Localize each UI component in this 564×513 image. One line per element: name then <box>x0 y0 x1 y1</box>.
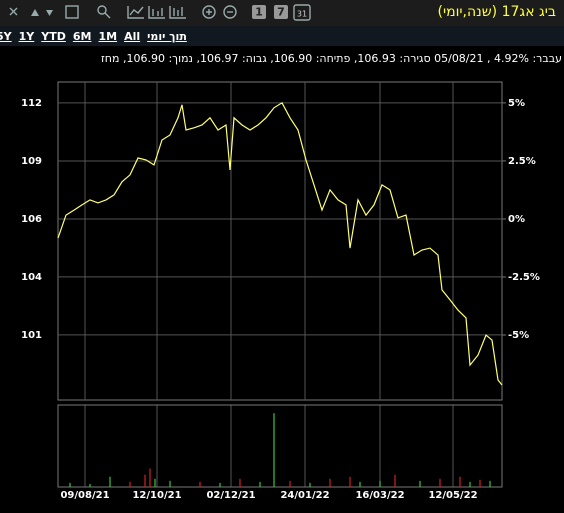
volume-bar <box>419 480 421 487</box>
volume-bar <box>309 482 311 487</box>
volume-bar <box>259 481 261 487</box>
volume-bar <box>219 482 221 487</box>
day-label: 1 <box>255 6 263 19</box>
volume-bar <box>144 474 146 487</box>
range-button[interactable]: YTD <box>41 29 66 43</box>
bar-chart-icon[interactable] <box>148 6 165 19</box>
y-tick-label: 104 <box>21 272 42 283</box>
plot-frame <box>57 81 503 401</box>
zoom-out-icon[interactable] <box>223 5 237 19</box>
volume-bar <box>349 476 351 487</box>
chart-title: ביג אג17 (שנה,יומי) <box>437 4 557 20</box>
price-line <box>57 101 503 386</box>
zoom-in-plus <box>206 9 212 15</box>
volume-bar <box>199 481 201 487</box>
grid-icon[interactable] <box>65 5 79 19</box>
volume-bar <box>359 481 361 487</box>
volume-bar <box>469 481 471 487</box>
volume-frame <box>57 404 503 488</box>
range-button[interactable]: 6M <box>72 29 92 43</box>
y2-tick-label: 0% <box>508 214 525 225</box>
info-line: עבבר: 4.92% , 05/08/21 סגירה: 106.93, פת… <box>101 52 562 65</box>
y-tick-label: 106 <box>21 214 42 225</box>
y2-tick-label: -2.5% <box>508 272 540 283</box>
y2-tick-label: 2.5% <box>508 156 536 167</box>
volume-bar <box>109 476 111 487</box>
x-tick-label: 24/01/22 <box>280 490 329 501</box>
volume-bar <box>154 478 156 487</box>
range-button[interactable]: תוך יומי <box>147 29 187 43</box>
volume-bar <box>289 480 291 487</box>
volume-bar <box>149 468 151 487</box>
x-tick-label: 02/12/21 <box>206 490 255 501</box>
week-button[interactable] <box>274 5 288 19</box>
volume-bar <box>479 479 481 487</box>
week-label: 7 <box>277 6 285 19</box>
volume-bar <box>459 476 461 487</box>
y-tick-label: 112 <box>21 98 42 109</box>
volume-bar <box>239 478 241 487</box>
range-button[interactable]: All <box>124 29 141 43</box>
down-icon[interactable] <box>46 10 53 16</box>
x-tick-label: 16/03/22 <box>355 490 404 501</box>
x-tick-label: 12/05/22 <box>428 490 477 501</box>
day-button[interactable] <box>252 5 266 19</box>
search-handle <box>104 12 111 19</box>
month-label: 31 <box>297 10 307 19</box>
range-button[interactable]: 1M <box>98 29 118 43</box>
range-bar: 5Y 1Y YTD 6M 1M All תוך יומי <box>0 26 564 46</box>
volume-bar <box>89 483 91 487</box>
volume-bar <box>394 474 396 487</box>
volume-bar <box>69 482 71 487</box>
toolbar: 1 7 31 ביג אג17 (שנה,יומי) <box>0 0 564 26</box>
y2-tick-label: -5% <box>508 330 529 341</box>
y-tick-label: 101 <box>21 330 42 341</box>
search-icon[interactable] <box>97 5 107 15</box>
volume-bar <box>129 481 131 487</box>
toolbar-icons: 1 7 31 <box>9 4 311 21</box>
volume-bar <box>169 480 171 487</box>
month-button[interactable] <box>293 4 311 21</box>
volume-bar <box>439 478 441 487</box>
x-tick-label: 12/10/21 <box>132 490 181 501</box>
volume-bar <box>273 413 275 487</box>
range-button[interactable]: 5Y <box>0 29 12 43</box>
volume-bar <box>379 480 381 487</box>
volume-bar <box>489 480 491 487</box>
line-chart-icon[interactable] <box>127 6 144 19</box>
volume-bar <box>329 478 331 487</box>
y2-tick-label: 5% <box>508 98 525 109</box>
candle-icon[interactable] <box>169 6 186 19</box>
up-icon[interactable] <box>31 9 39 16</box>
range-button[interactable]: 1Y <box>18 29 35 43</box>
close-icon[interactable] <box>9 7 18 16</box>
zoom-in-icon[interactable] <box>202 5 216 19</box>
x-tick-label: 09/08/21 <box>60 490 109 501</box>
y-tick-label: 109 <box>21 156 42 167</box>
